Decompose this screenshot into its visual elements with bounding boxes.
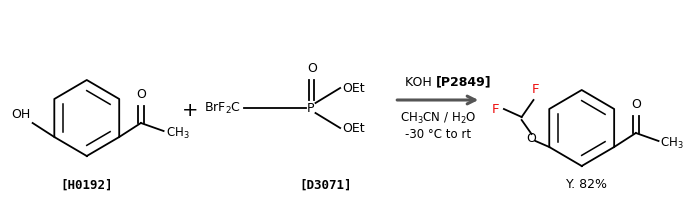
Text: [H0192]: [H0192] — [61, 179, 113, 191]
Text: [D3071]: [D3071] — [299, 179, 352, 191]
Text: O: O — [136, 88, 146, 101]
Text: F: F — [532, 83, 539, 96]
Text: CH$_3$: CH$_3$ — [660, 135, 684, 150]
Text: BrF$_2$C: BrF$_2$C — [204, 100, 241, 116]
Text: Y. 82%: Y. 82% — [566, 179, 607, 191]
Text: P: P — [307, 102, 314, 114]
Text: OEt: OEt — [342, 82, 365, 94]
Text: O: O — [308, 62, 317, 75]
Text: [P2849]: [P2849] — [436, 75, 491, 89]
Text: O: O — [526, 132, 537, 146]
Text: F: F — [491, 103, 499, 115]
Text: -30 °C to rt: -30 °C to rt — [405, 128, 471, 141]
Text: +: + — [182, 101, 199, 120]
Text: KOH: KOH — [405, 75, 436, 89]
Text: CH$_3$CN / H$_2$O: CH$_3$CN / H$_2$O — [400, 110, 476, 126]
Text: OEt: OEt — [342, 122, 365, 134]
Text: O: O — [631, 98, 641, 111]
Text: CH$_3$: CH$_3$ — [166, 126, 189, 141]
Text: OH: OH — [12, 108, 31, 121]
